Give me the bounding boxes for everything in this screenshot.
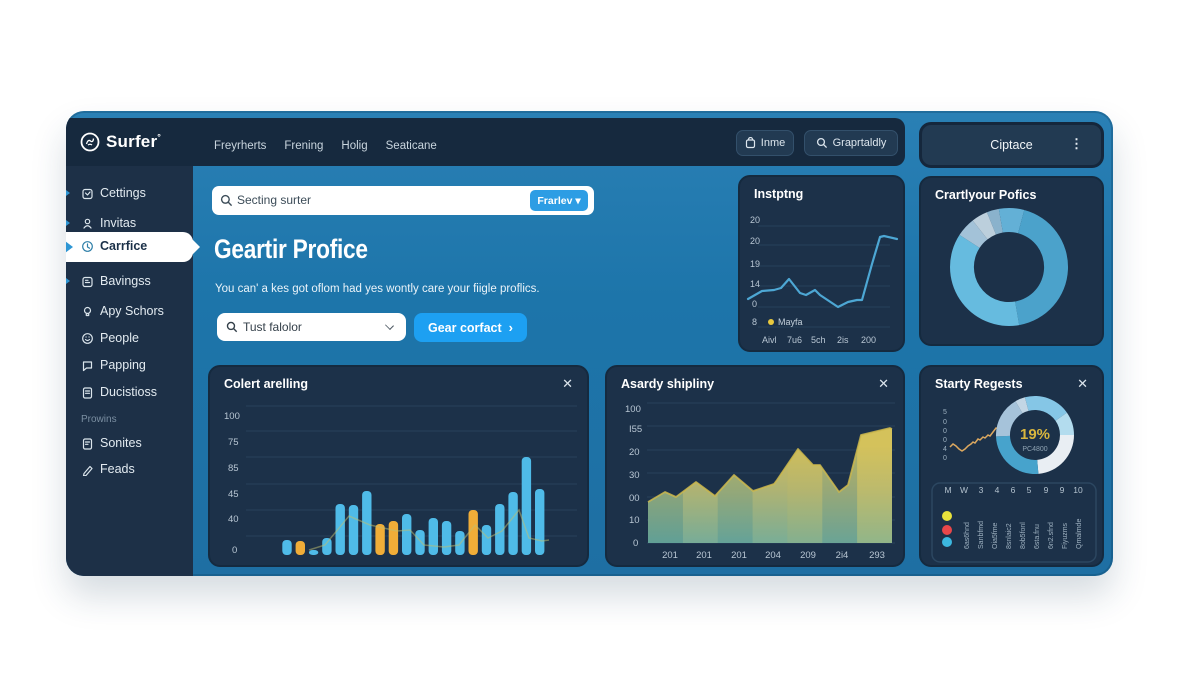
- svg-text:200: 200: [861, 335, 876, 345]
- svg-text:20: 20: [629, 447, 640, 458]
- svg-text:Oia5fme: Oia5fme: [992, 522, 999, 549]
- svg-text:19%: 19%: [1020, 426, 1050, 443]
- svg-text:0: 0: [943, 437, 947, 444]
- svg-text:19: 19: [750, 259, 760, 269]
- svg-text:40: 40: [228, 514, 239, 525]
- svg-text:293: 293: [869, 550, 885, 561]
- svg-text:45: 45: [228, 489, 239, 500]
- svg-text:4: 4: [995, 485, 1000, 495]
- svg-text:Sanbfmd: Sanbfmd: [978, 521, 985, 549]
- svg-text:100: 100: [224, 411, 240, 422]
- svg-text:5: 5: [943, 409, 947, 416]
- svg-text:Qmalmde: Qmalmde: [1076, 519, 1083, 549]
- svg-text:201: 201: [662, 550, 678, 561]
- svg-text:6as6hnd: 6as6hnd: [964, 522, 971, 549]
- svg-text:85: 85: [228, 463, 239, 474]
- svg-text:I55: I55: [629, 424, 642, 435]
- svg-text:8ob5fonl: 8ob5fonl: [1020, 522, 1027, 549]
- svg-text:0: 0: [943, 428, 947, 435]
- svg-text:100: 100: [625, 404, 641, 415]
- svg-text:10: 10: [629, 515, 640, 526]
- svg-text:0: 0: [943, 455, 947, 462]
- svg-text:0: 0: [943, 419, 947, 426]
- svg-text:209: 209: [800, 550, 816, 561]
- svg-text:9: 9: [1060, 485, 1065, 495]
- svg-text:2i4: 2i4: [836, 550, 849, 561]
- svg-text:201: 201: [696, 550, 712, 561]
- svg-text:0: 0: [232, 545, 237, 556]
- svg-text:8: 8: [752, 317, 757, 327]
- svg-text:6n2.sfnd: 6n2.sfnd: [1048, 522, 1055, 549]
- svg-text:30: 30: [629, 470, 640, 481]
- svg-text:W: W: [960, 485, 968, 495]
- svg-text:3: 3: [979, 485, 984, 495]
- svg-text:201: 201: [731, 550, 747, 561]
- svg-text:6: 6: [1011, 485, 1016, 495]
- svg-text:0: 0: [633, 538, 638, 549]
- svg-text:0: 0: [752, 299, 757, 309]
- svg-text:204: 204: [765, 550, 781, 561]
- svg-text:Mayfa: Mayfa: [778, 317, 803, 327]
- svg-text:20: 20: [750, 236, 760, 246]
- svg-text:5ch: 5ch: [811, 335, 826, 345]
- svg-text:10: 10: [1073, 485, 1083, 495]
- svg-text:Fiyuzms: Fiyuzms: [1062, 522, 1069, 549]
- svg-text:Aivl: Aivl: [762, 335, 777, 345]
- svg-text:9: 9: [1044, 485, 1049, 495]
- svg-text:7u6: 7u6: [787, 335, 802, 345]
- svg-text:5: 5: [1027, 485, 1032, 495]
- svg-text:20: 20: [750, 215, 760, 225]
- svg-text:M: M: [944, 485, 951, 495]
- svg-text:PC4800: PC4800: [1022, 446, 1047, 453]
- svg-text:4: 4: [943, 446, 947, 453]
- svg-text:75: 75: [228, 437, 239, 448]
- svg-text:00: 00: [629, 493, 640, 504]
- svg-text:8snlaic2: 8snlaic2: [1006, 523, 1013, 549]
- svg-text:2is: 2is: [837, 335, 849, 345]
- svg-text:14: 14: [750, 279, 760, 289]
- svg-text:6sta.fnu: 6sta.fnu: [1034, 524, 1041, 549]
